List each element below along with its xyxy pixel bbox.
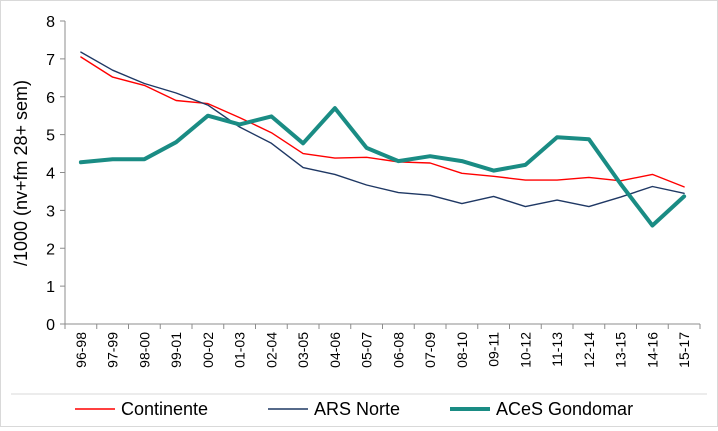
- x-tick-label: 03-05: [295, 332, 311, 368]
- series-lines: [78, 51, 687, 228]
- y-tick-label: 8: [46, 14, 55, 31]
- legend-label-ars-norte: ARS Norte: [314, 399, 400, 419]
- x-tick-label: 15-17: [676, 332, 692, 368]
- y-tick-label: 4: [46, 166, 55, 183]
- y-tick-label: 2: [46, 241, 55, 258]
- y-tick-label: 3: [46, 203, 55, 220]
- x-tick-label: 12-14: [581, 332, 597, 368]
- series-line-aces-gondomar: [78, 106, 687, 228]
- y-tick-label: 5: [46, 128, 55, 145]
- y-tick-label: 0: [46, 317, 55, 334]
- series-line-continente: [80, 56, 685, 188]
- x-tick-label: 98-00: [136, 332, 152, 368]
- x-tick-label: 11-13: [549, 332, 565, 367]
- x-tick-label: 04-06: [327, 332, 343, 368]
- y-tick-label: 6: [46, 90, 55, 107]
- y-tick-label: 1: [46, 279, 55, 296]
- legend: Continente ARS Norte ACeS Gondomar: [11, 393, 707, 419]
- x-tick-label: 14-16: [644, 332, 660, 368]
- x-tick-label: 00-02: [200, 332, 216, 368]
- x-tick-label: 02-04: [263, 332, 279, 368]
- x-tick-label: 97-99: [105, 332, 121, 368]
- x-tick-label: 10-12: [517, 332, 533, 368]
- x-tick-label: 99-01: [168, 332, 184, 368]
- axes: 0 1 2 3 4 5 6 7 8 96-98 97-99 98-00 99-01 00-02 01-03 0…: [46, 14, 701, 368]
- y-tick-label: 7: [46, 52, 55, 69]
- series-line-ars-norte: [80, 51, 685, 208]
- legend-label-continente: Continente: [121, 399, 208, 419]
- x-tick-label: 05-07: [359, 332, 375, 368]
- x-tick-label: 07-09: [422, 332, 438, 368]
- x-tick-label: 13-15: [613, 332, 629, 368]
- x-tick-label: 01-03: [232, 332, 248, 368]
- x-tick-label: 06-08: [390, 332, 406, 368]
- x-tick-label: 09-11: [486, 332, 502, 367]
- x-tick-label: 96-98: [73, 332, 89, 368]
- legend-label-aces-gondomar: ACeS Gondomar: [496, 399, 633, 419]
- y-axis-label: /1000 (nv+fm 28+ sem): [11, 80, 31, 266]
- x-tick-label: 08-10: [454, 332, 470, 368]
